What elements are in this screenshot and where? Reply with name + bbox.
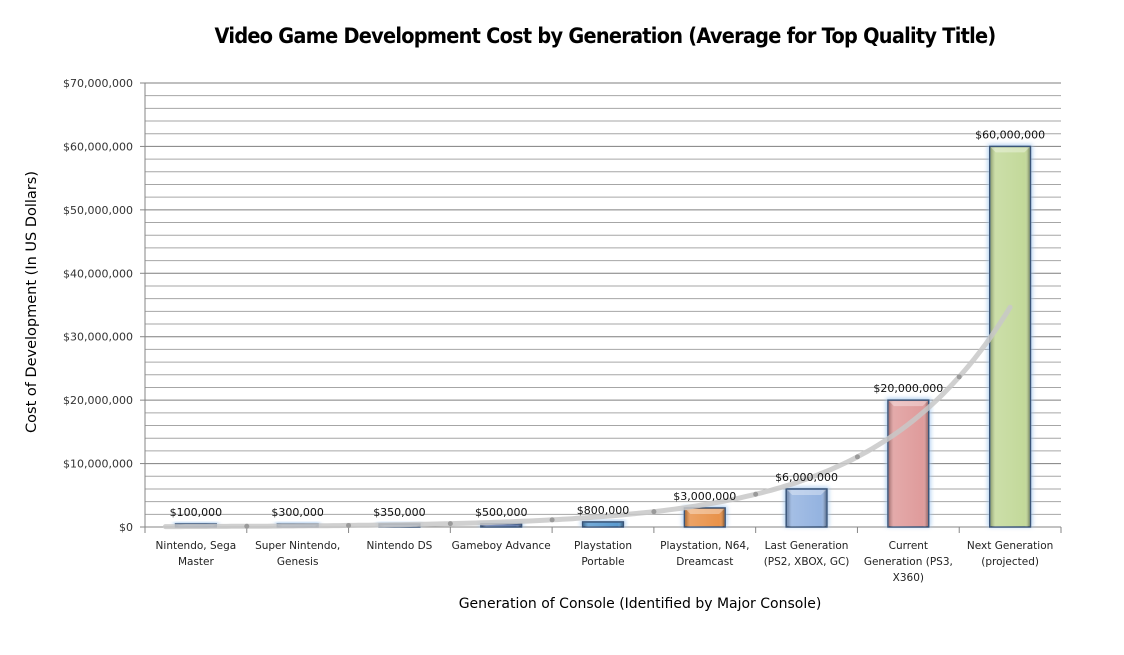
data-label: $6,000,000 bbox=[775, 471, 838, 484]
x-tick-label: Gameboy Advance bbox=[452, 540, 551, 552]
y-tick-label: $0 bbox=[119, 521, 133, 534]
x-tick-label: Next Generation (projected) bbox=[967, 540, 1053, 568]
trendline bbox=[162, 304, 1013, 530]
y-tick-label: $20,000,000 bbox=[63, 394, 133, 407]
y-tick-label: $40,000,000 bbox=[63, 267, 133, 280]
trendline-marker bbox=[346, 522, 352, 528]
x-tick-label-line: Playstation bbox=[574, 540, 632, 552]
chart-title: Video Game Development Cost by Generatio… bbox=[214, 24, 997, 48]
data-label: $3,000,000 bbox=[673, 490, 736, 503]
data-label: $20,000,000 bbox=[873, 382, 943, 395]
x-tick-label-line: X360) bbox=[893, 572, 924, 584]
data-label: $500,000 bbox=[475, 506, 528, 519]
x-tick-label: Last Generation (PS2, XBOX, GC) bbox=[764, 540, 850, 568]
x-tick-label-line: Genesis bbox=[277, 556, 319, 568]
trendline-marker bbox=[244, 523, 250, 529]
bar-top-bevel bbox=[787, 489, 826, 495]
x-tick-label: Nintendo DS bbox=[367, 540, 433, 552]
bar-top-bevel bbox=[990, 147, 1030, 153]
bars bbox=[173, 144, 1033, 528]
y-tick-label: $50,000,000 bbox=[63, 204, 133, 217]
x-tick-label-line: Portable bbox=[581, 556, 624, 568]
data-label: $60,000,000 bbox=[975, 128, 1045, 141]
bar-top-bevel bbox=[888, 401, 928, 407]
data-label: $350,000 bbox=[373, 506, 426, 519]
x-tick-label-line: Generation (PS3, bbox=[864, 556, 953, 568]
x-tick-label-line: Next Generation bbox=[967, 540, 1053, 552]
x-tick-label-line: Current bbox=[889, 540, 928, 552]
x-tick-label-line: Nintendo, Sega bbox=[156, 540, 237, 552]
bar-bevel bbox=[888, 401, 928, 527]
bar-bevel bbox=[787, 489, 826, 527]
y-tick-label: $70,000,000 bbox=[63, 77, 133, 90]
trendline-marker bbox=[854, 454, 860, 460]
trendline-curve bbox=[162, 304, 1013, 530]
x-tick-label: Nintendo, Sega Master bbox=[156, 540, 237, 568]
bar-bevel bbox=[583, 522, 623, 527]
bar-bevel bbox=[990, 147, 1030, 527]
bar-bevel bbox=[481, 524, 521, 527]
trendline-marker bbox=[956, 374, 962, 380]
trendline-marker bbox=[651, 509, 657, 515]
bar-bevel bbox=[685, 508, 725, 527]
x-tick-label-line: (PS2, XBOX, GC) bbox=[764, 556, 850, 568]
trendline-marker bbox=[549, 517, 555, 523]
x-tick-label: Playstation Portable bbox=[574, 540, 632, 568]
x-tick-label-line: Gameboy Advance bbox=[452, 540, 551, 552]
x-tick-label-line: (projected) bbox=[981, 556, 1039, 568]
x-tick-label-line: Dreamcast bbox=[676, 556, 733, 568]
x-tick-label: Playstation, N64, Dreamcast bbox=[660, 540, 749, 568]
x-tick-label-line: Nintendo DS bbox=[367, 540, 433, 552]
bar-top-bevel bbox=[685, 508, 725, 514]
x-tick-label-line: Master bbox=[178, 556, 215, 568]
x-tick-label-line: Playstation, N64, bbox=[660, 540, 749, 552]
y-tick-label: $10,000,000 bbox=[63, 458, 133, 471]
x-axis-title: Generation of Console (Identified by Maj… bbox=[458, 596, 822, 612]
data-label: $300,000 bbox=[271, 506, 324, 519]
data-label: $800,000 bbox=[577, 504, 630, 517]
x-tick-label-line: Super Nintendo, bbox=[255, 540, 340, 552]
trendline-marker bbox=[753, 491, 759, 497]
x-tick-label: Current Generation (PS3, X360) bbox=[864, 540, 953, 584]
trendline-marker bbox=[447, 521, 453, 527]
data-label: $100,000 bbox=[170, 506, 223, 519]
y-tick-label: $30,000,000 bbox=[63, 331, 133, 344]
x-tick-label-line: Last Generation bbox=[765, 540, 849, 552]
labels: $0 $10,000,000 $20,000,000 $30,000,000 $40,0… bbox=[63, 77, 1053, 584]
x-tick-label: Super Nintendo, Genesis bbox=[255, 540, 340, 568]
y-tick-label: $60,000,000 bbox=[63, 140, 133, 153]
